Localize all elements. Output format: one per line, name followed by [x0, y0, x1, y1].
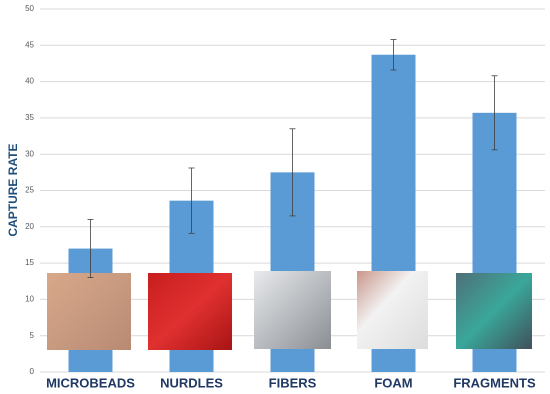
error-bar: [289, 128, 296, 217]
y-tick-label: 15: [25, 258, 34, 267]
x-tick-label: FRAGMENTS: [453, 375, 536, 390]
photo: [47, 273, 131, 350]
x-tick-label: NURDLES: [160, 375, 223, 390]
y-tick-label: 45: [25, 40, 34, 49]
y-tick-label: 30: [25, 149, 34, 158]
x-tick-label: MICROBEADS: [46, 375, 135, 390]
y-tick-label: 40: [25, 77, 34, 86]
error-bar: [87, 219, 94, 279]
y-axis-label: CAPTURE RATE: [6, 143, 20, 236]
photo: [254, 271, 331, 349]
photos: [47, 271, 532, 350]
y-tick-label: 25: [25, 186, 34, 195]
photo: [148, 273, 232, 350]
x-tick-label: FOAM: [374, 375, 412, 390]
photo: [456, 273, 532, 349]
y-tick-label: 10: [25, 295, 34, 304]
y-tick-label: 0: [30, 367, 35, 376]
y-tick-label: 50: [25, 4, 34, 13]
photo: [357, 271, 428, 349]
y-tick-label: 20: [25, 222, 34, 231]
error-bar: [491, 75, 498, 151]
x-tick-label: FIBERS: [269, 375, 317, 390]
error-bar: [390, 39, 397, 71]
y-tick-label: 5: [30, 331, 35, 340]
error-bar: [188, 167, 195, 234]
y-tick-label: 35: [25, 113, 34, 122]
